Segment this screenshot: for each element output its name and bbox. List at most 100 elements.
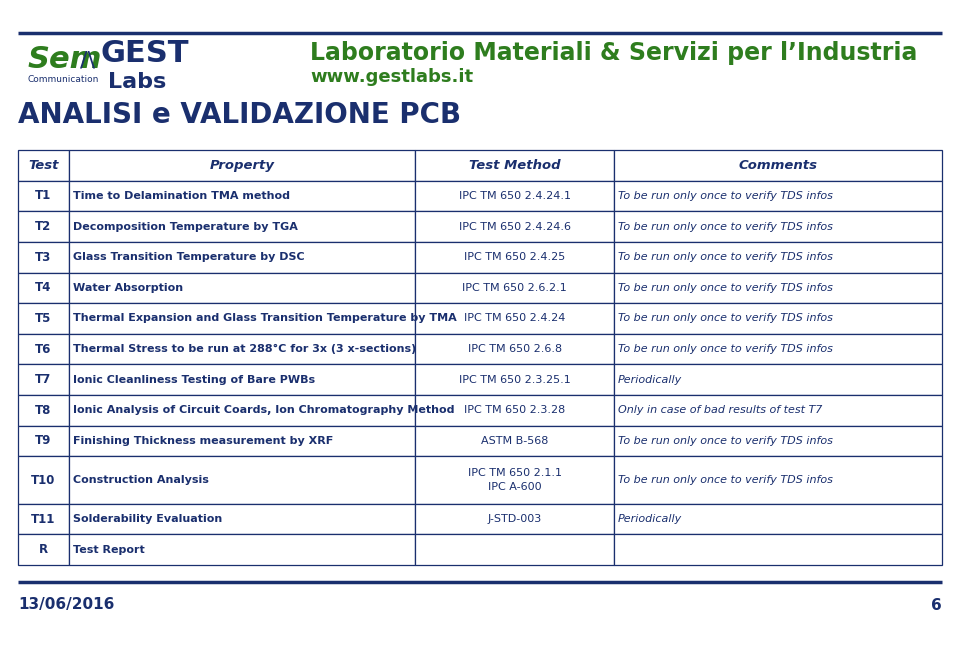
Bar (69, 334, 416, 364)
Bar (614, 334, 942, 364)
Text: Sem: Sem (28, 46, 103, 75)
Bar (614, 426, 942, 456)
Bar (416, 426, 614, 456)
Bar (69, 150, 416, 181)
Bar (18, 426, 69, 456)
Bar (18, 150, 69, 181)
Text: IPC TM 650 2.6.2.1: IPC TM 650 2.6.2.1 (463, 283, 567, 293)
Text: Comments: Comments (738, 159, 818, 172)
Bar (614, 181, 942, 211)
Bar (416, 242, 614, 273)
Bar (416, 504, 614, 535)
Text: Test Method: Test Method (468, 159, 561, 172)
Bar (18, 273, 69, 303)
Text: Solderability Evaluation: Solderability Evaluation (73, 514, 222, 524)
Text: IPC TM 650 2.4.24.1: IPC TM 650 2.4.24.1 (459, 191, 570, 201)
Bar (614, 211, 942, 242)
Bar (416, 273, 614, 303)
Bar (416, 535, 614, 565)
Text: IPC TM 650 2.4.25: IPC TM 650 2.4.25 (464, 252, 565, 262)
Text: T8: T8 (36, 404, 52, 417)
Bar (69, 242, 416, 273)
Text: ANALISI e VALIDAZIONE PCB: ANALISI e VALIDAZIONE PCB (18, 101, 461, 129)
Text: Finishing Thickness measurement by XRF: Finishing Thickness measurement by XRF (73, 436, 333, 446)
Bar (18, 364, 69, 395)
Bar (614, 150, 942, 181)
Text: To be run only once to verify TDS infos: To be run only once to verify TDS infos (618, 191, 833, 201)
Bar (416, 395, 614, 426)
Bar (18, 504, 69, 535)
Text: To be run only once to verify TDS infos: To be run only once to verify TDS infos (618, 252, 833, 262)
Text: To be run only once to verify TDS infos: To be run only once to verify TDS infos (618, 314, 833, 323)
Bar (416, 334, 614, 364)
Bar (416, 364, 614, 395)
Text: 6: 6 (931, 597, 942, 612)
Bar (614, 303, 942, 334)
Bar (614, 395, 942, 426)
Text: To be run only once to verify TDS infos: To be run only once to verify TDS infos (618, 436, 833, 446)
Text: Glass Transition Temperature by DSC: Glass Transition Temperature by DSC (73, 252, 304, 262)
Text: 13/06/2016: 13/06/2016 (18, 597, 114, 612)
Bar (69, 504, 416, 535)
Bar (416, 303, 614, 334)
Text: T11: T11 (32, 513, 56, 525)
Text: ASTM B-568: ASTM B-568 (481, 436, 548, 446)
Text: IPC TM 650 2.4.24: IPC TM 650 2.4.24 (464, 314, 565, 323)
Text: Communication: Communication (28, 75, 100, 84)
Text: Ionic Cleanliness Testing of Bare PWBs: Ionic Cleanliness Testing of Bare PWBs (73, 375, 315, 385)
Bar (614, 364, 942, 395)
Text: R: R (38, 543, 48, 556)
Bar (69, 181, 416, 211)
Bar (18, 211, 69, 242)
Text: IPC TM 650 2.1.1
IPC A-600: IPC TM 650 2.1.1 IPC A-600 (468, 469, 562, 492)
Text: www.gestlabs.it: www.gestlabs.it (310, 68, 473, 86)
Text: IPC TM 650 2.6.8: IPC TM 650 2.6.8 (468, 344, 562, 354)
Text: T4: T4 (36, 281, 52, 294)
Bar (69, 456, 416, 504)
Text: T10: T10 (32, 473, 56, 486)
Text: Construction Analysis: Construction Analysis (73, 475, 208, 485)
Text: Water Absorption: Water Absorption (73, 283, 183, 293)
Bar (416, 211, 614, 242)
Text: GEST: GEST (100, 40, 188, 69)
Text: To be run only once to verify TDS infos: To be run only once to verify TDS infos (618, 475, 833, 485)
Bar (614, 504, 942, 535)
Text: To be run only once to verify TDS infos: To be run only once to verify TDS infos (618, 283, 833, 293)
Text: /\: /\ (80, 50, 95, 70)
Text: Decomposition Temperature by TGA: Decomposition Temperature by TGA (73, 222, 298, 232)
Bar (614, 535, 942, 565)
Bar (18, 334, 69, 364)
Text: To be run only once to verify TDS infos: To be run only once to verify TDS infos (618, 344, 833, 354)
Bar (416, 456, 614, 504)
Bar (69, 395, 416, 426)
Text: T7: T7 (36, 373, 52, 386)
Bar (614, 273, 942, 303)
Text: Ionic Analysis of Circuit Coards, Ion Chromatography Method: Ionic Analysis of Circuit Coards, Ion Ch… (73, 405, 454, 415)
Bar (18, 456, 69, 504)
Bar (614, 242, 942, 273)
Bar (69, 364, 416, 395)
Text: Thermal Stress to be run at 288°C for 3x (3 x-sections): Thermal Stress to be run at 288°C for 3x… (73, 344, 416, 354)
Bar (69, 211, 416, 242)
Bar (18, 303, 69, 334)
Text: IPC TM 650 2.4.24.6: IPC TM 650 2.4.24.6 (459, 222, 570, 232)
Text: Periodically: Periodically (618, 514, 683, 524)
Text: T1: T1 (36, 189, 52, 203)
Text: To be run only once to verify TDS infos: To be run only once to verify TDS infos (618, 222, 833, 232)
Bar (18, 181, 69, 211)
Bar (69, 273, 416, 303)
Bar (614, 456, 942, 504)
Text: Thermal Expansion and Glass Transition Temperature by TMA: Thermal Expansion and Glass Transition T… (73, 314, 457, 323)
Text: T2: T2 (36, 220, 52, 233)
Text: T5: T5 (36, 312, 52, 325)
Text: IPC TM 650 2.3.25.1: IPC TM 650 2.3.25.1 (459, 375, 570, 385)
Text: Only in case of bad results of test T7: Only in case of bad results of test T7 (618, 405, 823, 415)
Text: Periodically: Periodically (618, 375, 683, 385)
Bar (416, 150, 614, 181)
Bar (69, 426, 416, 456)
Text: IPC TM 650 2.3.28: IPC TM 650 2.3.28 (464, 405, 565, 415)
Text: T9: T9 (36, 434, 52, 447)
Bar (69, 535, 416, 565)
Text: Time to Delamination TMA method: Time to Delamination TMA method (73, 191, 290, 201)
Text: Laboratorio Materiali & Servizi per l’Industria: Laboratorio Materiali & Servizi per l’In… (310, 41, 918, 65)
